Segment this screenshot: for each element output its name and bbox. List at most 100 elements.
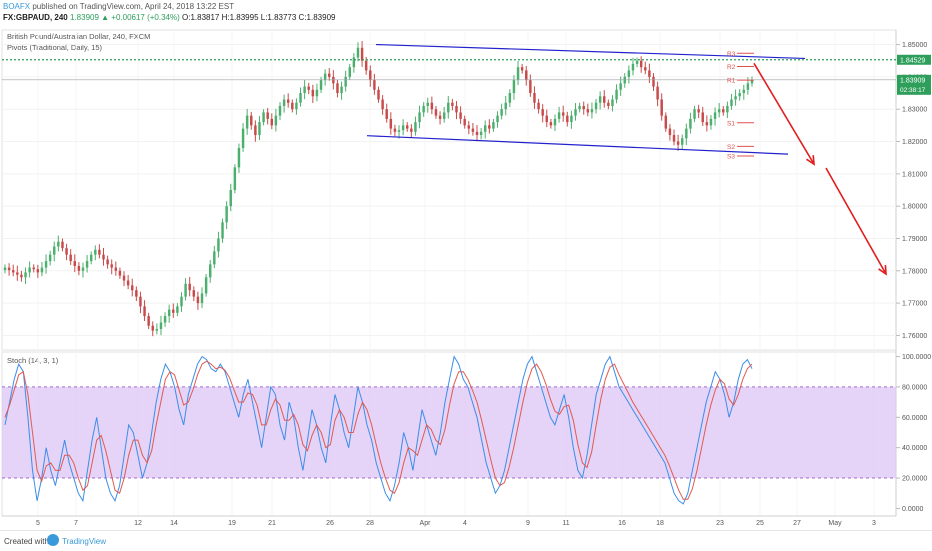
candle-body: [233, 167, 237, 190]
candle-body: [274, 115, 278, 126]
candle-body: [262, 112, 265, 123]
candle-body: [106, 259, 109, 265]
price-tick-label: 1.81000: [902, 171, 927, 178]
candle-body: [541, 109, 544, 116]
candle-body: [742, 89, 746, 94]
price-tick-label: 1.80000: [902, 204, 927, 211]
candle-body: [16, 272, 19, 275]
candle-body: [126, 280, 130, 286]
candle-body: [217, 238, 220, 252]
candle-body: [241, 128, 245, 148]
candle-body: [389, 118, 393, 129]
candle-body: [344, 76, 347, 87]
candle-body: [36, 269, 40, 273]
pivot-label: S3: [727, 154, 735, 161]
time-tick-label: May: [828, 520, 842, 527]
pivot-label: R2: [727, 64, 736, 71]
author-link[interactable]: BOAFX: [3, 2, 31, 11]
candle-body: [147, 316, 150, 326]
candle-body: [85, 261, 89, 268]
candle-body: [475, 131, 479, 136]
candle-body: [377, 89, 380, 100]
candle-body: [619, 83, 622, 90]
time-tick-label: 26: [326, 520, 334, 527]
candle-body: [340, 86, 343, 94]
candle-body: [98, 249, 101, 255]
candle-body: [631, 63, 635, 71]
price-tick-label: 1.85000: [902, 42, 927, 49]
candle-body: [520, 67, 524, 71]
candle-body: [590, 109, 594, 113]
time-tick-label: 21: [268, 520, 276, 527]
candle-body: [549, 122, 553, 126]
stoch-tick-label: 40.0000: [902, 445, 927, 452]
candle-body: [167, 309, 171, 317]
candle-body: [701, 112, 704, 123]
quote-line: FX:GBPAUD, 240 1.83909 ▲ +0.00617 (+0.34…: [3, 13, 335, 23]
candle-body: [418, 112, 421, 123]
chart-canvas[interactable]: 1.850001.840001.830001.820001.810001.800…: [0, 0, 932, 530]
candle-body: [451, 102, 454, 106]
candle-body: [319, 80, 323, 90]
candle-body: [278, 105, 282, 116]
time-tick-label: 23: [716, 520, 724, 527]
ohlc-label: O:1.83817 H:1.83995 L:1.83773 C:1.83909: [182, 13, 336, 22]
projection-arrow-2-head: [878, 265, 887, 276]
candle-body: [94, 249, 97, 255]
candle-body: [69, 254, 72, 262]
candle-body: [20, 274, 23, 278]
candle-body: [176, 306, 179, 313]
stoch-d-line: [4, 360, 753, 500]
candle-body: [57, 241, 60, 247]
tradingview-logo-icon: [47, 534, 59, 546]
pivot-label: R1: [727, 78, 736, 85]
candle-body: [693, 109, 696, 119]
price-tick-label: 1.82000: [902, 139, 927, 146]
candle-body: [467, 125, 471, 129]
publish-line: BOAFX published on TradingView.com, Apri…: [3, 2, 234, 12]
candle-body: [668, 128, 672, 136]
candle-body: [676, 141, 680, 145]
time-tick-label: 4: [463, 520, 467, 527]
candle-body: [726, 105, 729, 113]
candle-body: [196, 296, 200, 304]
candle-body: [672, 135, 676, 142]
tradingview-link[interactable]: TradingView: [62, 537, 107, 546]
candle-body: [455, 105, 458, 113]
candle-body: [48, 254, 52, 262]
candle-body: [496, 115, 499, 123]
candle-body: [512, 80, 516, 94]
candle-body: [184, 283, 187, 297]
candle-body: [483, 125, 487, 132]
candle-body: [131, 285, 134, 291]
candle-body: [414, 122, 417, 132]
stoch-tick-label: 80.0000: [902, 384, 927, 391]
time-tick-label: Apr: [420, 520, 432, 527]
key-level-tag: [897, 54, 931, 65]
candle-body: [254, 125, 257, 136]
candle-body: [44, 261, 48, 268]
candle-body: [315, 89, 319, 97]
candle-body: [118, 270, 122, 276]
candle-body: [525, 70, 528, 81]
candle-body: [364, 60, 368, 71]
candle-body: [225, 206, 228, 223]
candle-body: [213, 251, 216, 265]
candle-body: [155, 328, 159, 331]
candle-body: [328, 73, 331, 77]
channel-lower-line: [366, 135, 789, 155]
candle-body: [307, 86, 310, 90]
candle-body: [746, 83, 750, 90]
time-tick-label: 16: [618, 520, 626, 527]
candle-body: [282, 99, 286, 106]
candle-body: [680, 138, 684, 145]
time-tick-label: 14: [170, 520, 178, 527]
publish-info: published on TradingView.com, April 24, …: [30, 2, 235, 11]
candle-body: [730, 99, 733, 106]
candle-body: [561, 112, 565, 116]
candle-body: [200, 293, 204, 304]
price-tick-label: 1.77000: [902, 301, 927, 308]
time-tick-label: 28: [366, 520, 374, 527]
candle-body: [32, 267, 35, 270]
candle-body: [611, 99, 614, 106]
